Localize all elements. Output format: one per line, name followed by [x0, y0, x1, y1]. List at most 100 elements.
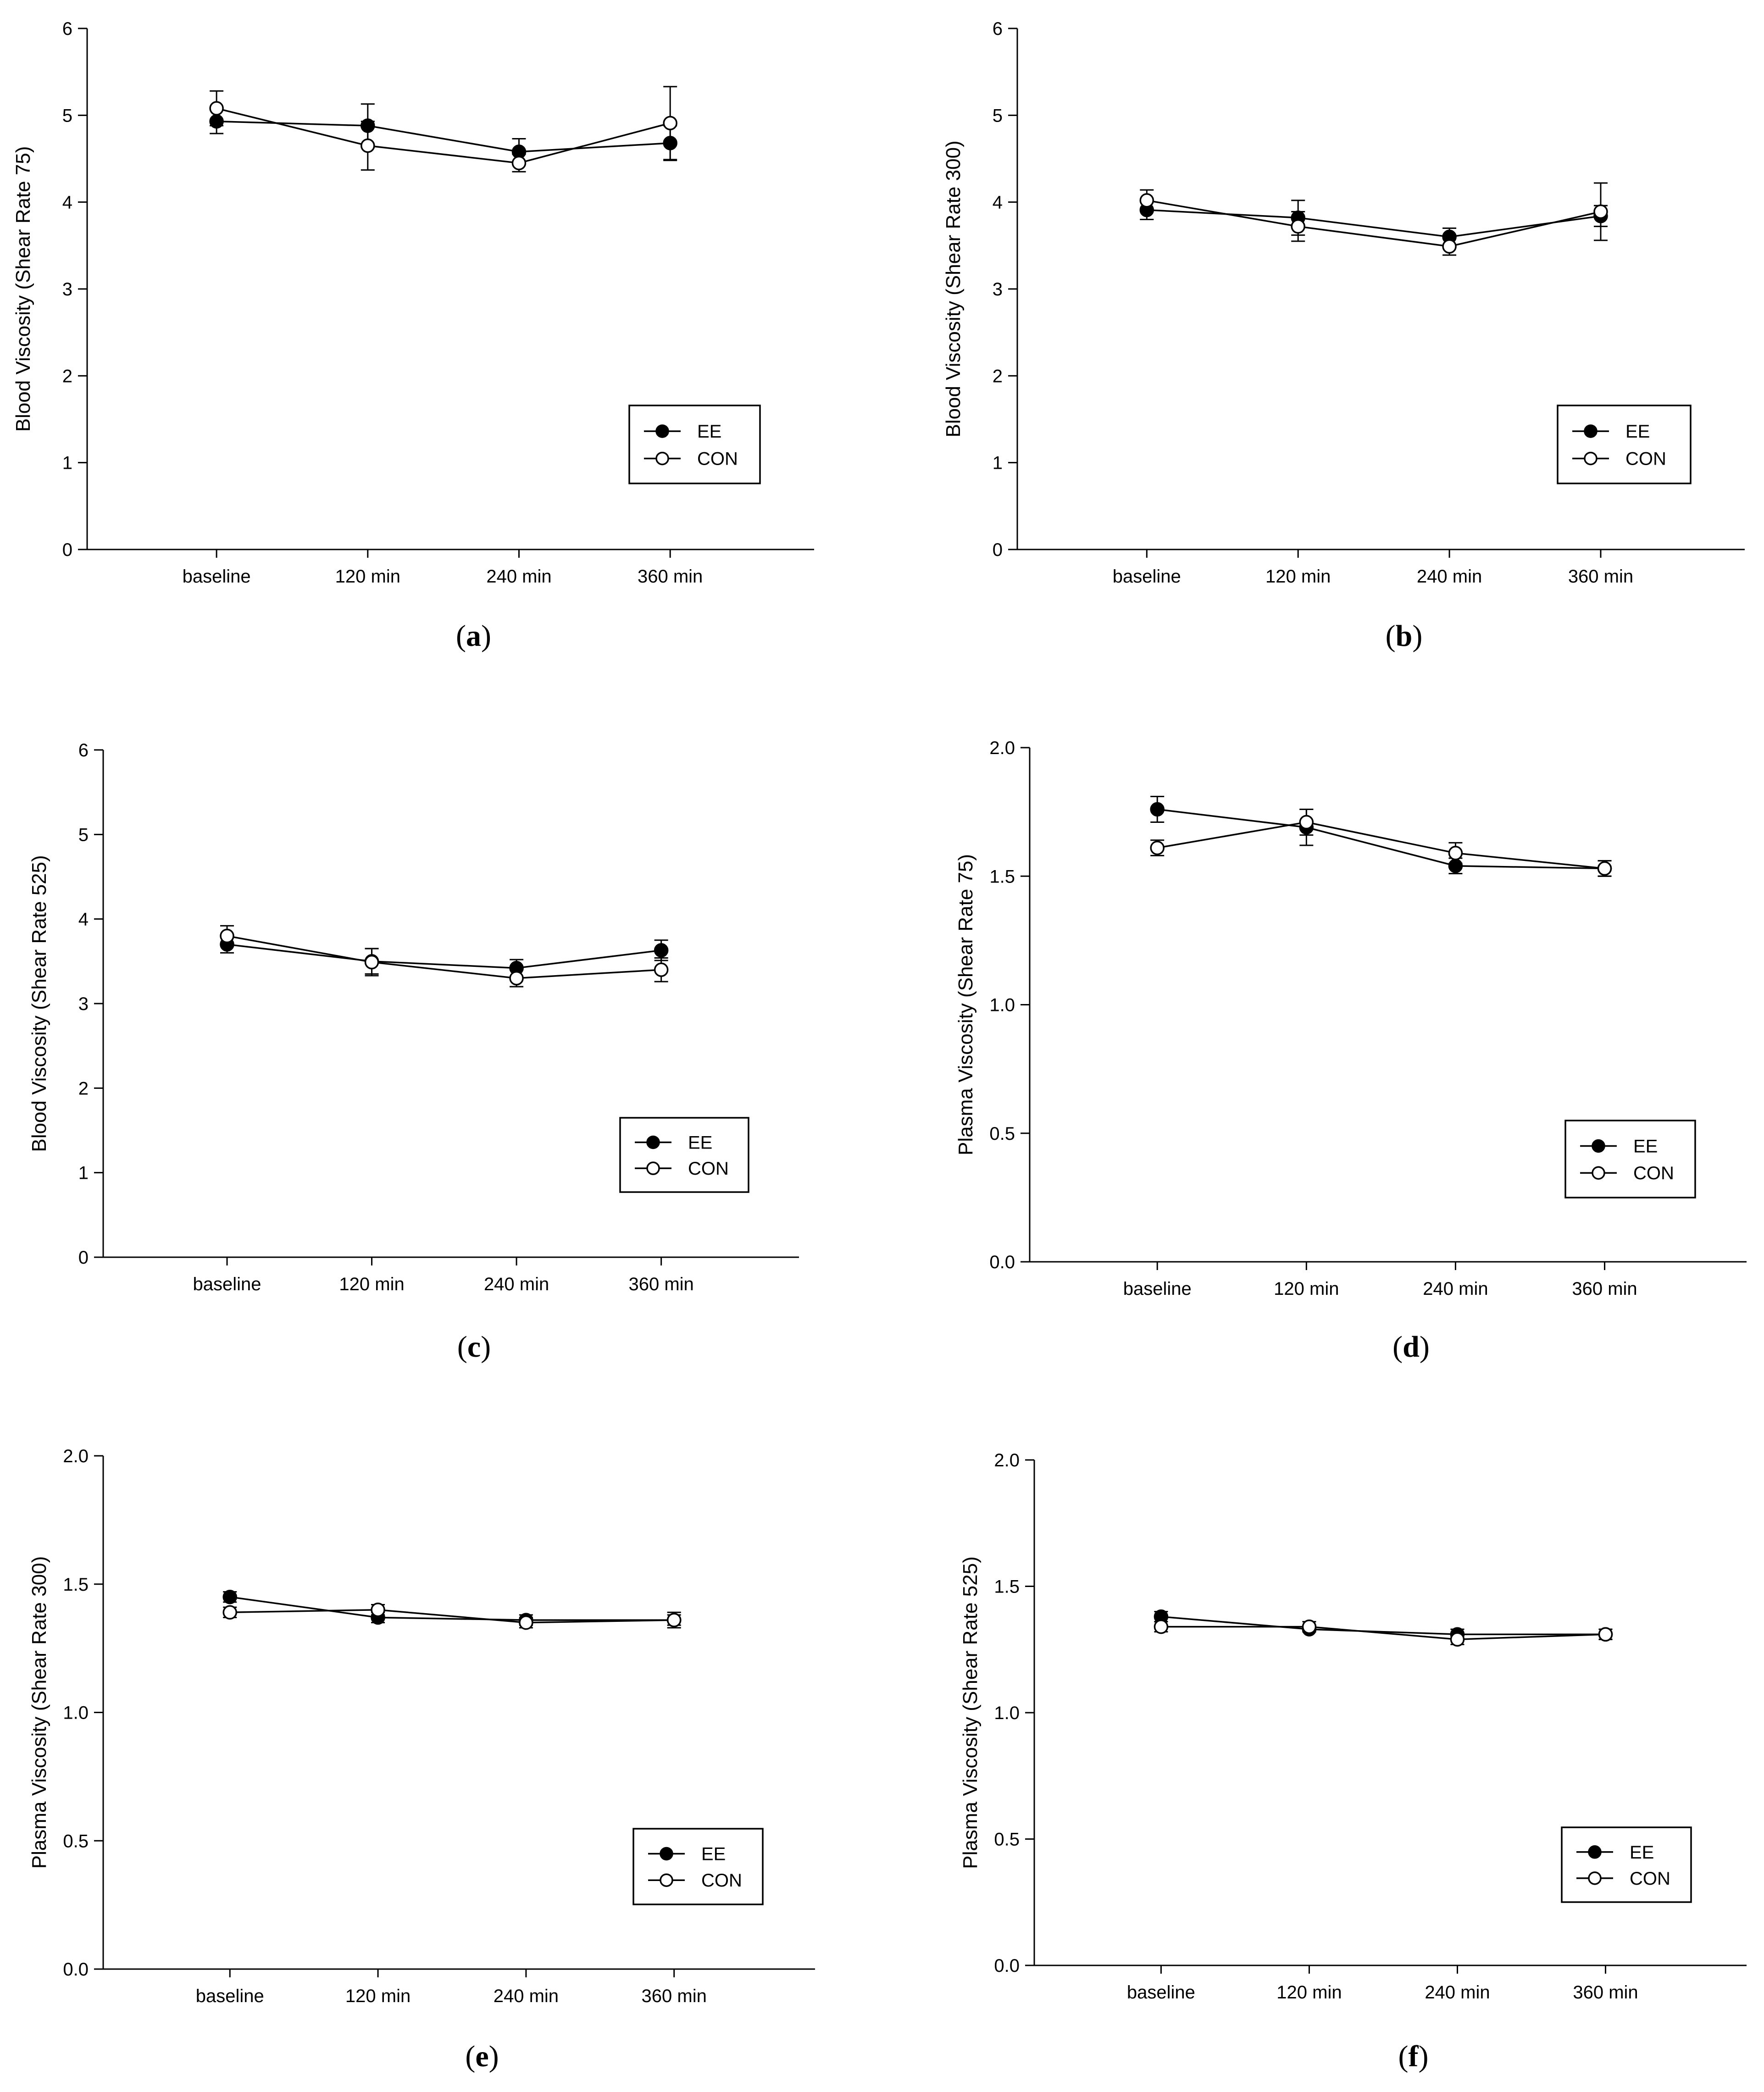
legend-marker [1584, 451, 1598, 466]
data-point [1150, 840, 1165, 855]
y-tick-label: 1 [62, 453, 72, 473]
series-ee [222, 1589, 682, 1629]
series-line [216, 107, 671, 164]
series-con [1139, 182, 1608, 256]
data-point [1302, 1619, 1317, 1634]
legend-box [628, 405, 761, 484]
series-line [1161, 1615, 1606, 1635]
legend-box [1557, 405, 1692, 484]
y-tick-label: 0.5 [63, 1831, 89, 1851]
data-point [1597, 861, 1612, 876]
y-tick-label: 5 [993, 105, 1003, 126]
data-point [222, 1589, 238, 1604]
y-tick-label: 1.0 [989, 995, 1015, 1015]
legend-label-con: CON [1633, 1163, 1674, 1183]
y-tick-label: 0 [78, 1248, 89, 1268]
y-tick-label: 0.0 [994, 1956, 1020, 1976]
series-line [1161, 1626, 1606, 1640]
data-point [209, 101, 224, 116]
legend: EE CON [632, 1828, 764, 1905]
y-tick-label: 1.5 [63, 1575, 89, 1595]
data-point [1150, 802, 1165, 817]
x-tick-label: 120 min [345, 1986, 410, 2006]
y-tick-label: 6 [993, 19, 1003, 39]
legend-label-ee: EE [1625, 422, 1650, 442]
series-line [216, 120, 671, 153]
y-tick-label: 3 [993, 279, 1003, 300]
series-ee [1150, 795, 1612, 877]
y-tick-label: 5 [78, 825, 89, 845]
legend-marker [1592, 1139, 1605, 1153]
y-tick-label: 1.5 [994, 1577, 1020, 1597]
legend-box [1561, 1826, 1692, 1903]
x-tick-label: baseline [196, 1986, 264, 2006]
legend-label-con: CON [1625, 449, 1666, 469]
series-line [227, 943, 661, 969]
series-con [1154, 1619, 1613, 1647]
panel-caption: (f) [1398, 2040, 1429, 2073]
y-tick-label: 0 [993, 540, 1003, 560]
chart-panel-a: 0 1 2 3 4 5 6 baseline 120 min 240 min 360 min Bloo… [12, 19, 814, 653]
series-line [227, 935, 661, 979]
legend-marker [660, 1873, 673, 1887]
data-point [511, 155, 527, 171]
y-tick-label: 6 [62, 19, 72, 39]
y-tick-label: 2.0 [989, 738, 1015, 758]
legend: EE CON [1564, 1120, 1696, 1199]
x-tick-label: 240 min [1425, 1982, 1490, 2003]
data-point [654, 962, 669, 977]
y-tick-label: 2 [993, 366, 1003, 386]
x-tick-label: 360 min [638, 566, 703, 587]
legend-label-con: CON [688, 1159, 729, 1179]
series-con [1150, 809, 1612, 877]
series-con [209, 86, 677, 172]
series-line [1157, 808, 1605, 870]
data-point [654, 943, 669, 958]
data-point [1598, 1627, 1613, 1642]
x-tick-label: 120 min [1276, 1982, 1342, 2003]
data-point [222, 1605, 238, 1620]
legend-marker [655, 451, 669, 466]
chart-panel-f: 0.0 0.5 1.0 1.5 2.0 baseline 120 min 240 min 360… [959, 1450, 1747, 2073]
legend-label-ee: EE [688, 1132, 712, 1153]
chart-panel-d: 0.0 0.5 1.0 1.5 2.0 baseline 120 min 240 min 360… [954, 738, 1747, 1364]
x-tick-label: baseline [1123, 1279, 1192, 1299]
y-tick-label: 2 [62, 366, 72, 386]
x-tick-label: baseline [1113, 566, 1181, 587]
data-point [519, 1615, 533, 1630]
data-point [1442, 239, 1457, 254]
x-tick-label: 240 min [1417, 566, 1482, 587]
y-axis-title: Blood Viscosity (Shear Rate 300) [942, 140, 965, 437]
y-tick-label: 3 [62, 279, 72, 300]
x-tick-label: baseline [183, 566, 251, 587]
y-axis-title: Blood Viscosity (Shear Rate 75) [12, 146, 34, 432]
chart-panel-b: 0 1 2 3 4 5 6 baseline 120 min 240 min 360 min Bloo… [942, 19, 1745, 653]
panel-caption: (b) [1386, 619, 1423, 653]
data-point [663, 116, 677, 131]
legend-marker [655, 424, 669, 438]
x-tick-label: 120 min [335, 566, 400, 587]
x-tick-label: 360 min [1568, 566, 1633, 587]
data-point [1593, 204, 1608, 219]
legend: EE CON [628, 405, 761, 484]
legend-label-ee: EE [701, 1844, 726, 1864]
legend-marker [1592, 1166, 1605, 1180]
legend-label-ee: EE [697, 422, 721, 442]
y-tick-label: 2.0 [994, 1450, 1020, 1471]
data-point [1154, 1619, 1169, 1634]
legend-label-con: CON [697, 449, 738, 469]
y-tick-label: 4 [62, 193, 72, 213]
legend-label-con: CON [701, 1870, 742, 1891]
data-point [1291, 219, 1305, 234]
data-point [1299, 815, 1314, 830]
x-tick-label: 120 min [339, 1274, 404, 1294]
y-tick-label: 3 [78, 994, 89, 1014]
data-point [364, 954, 379, 970]
series-ee [209, 103, 677, 166]
x-tick-label: 360 min [1573, 1982, 1638, 2003]
series-line [1147, 209, 1601, 238]
panel-caption: (d) [1392, 1330, 1430, 1364]
y-tick-label: 5 [62, 105, 72, 126]
y-tick-label: 2.0 [63, 1446, 89, 1466]
